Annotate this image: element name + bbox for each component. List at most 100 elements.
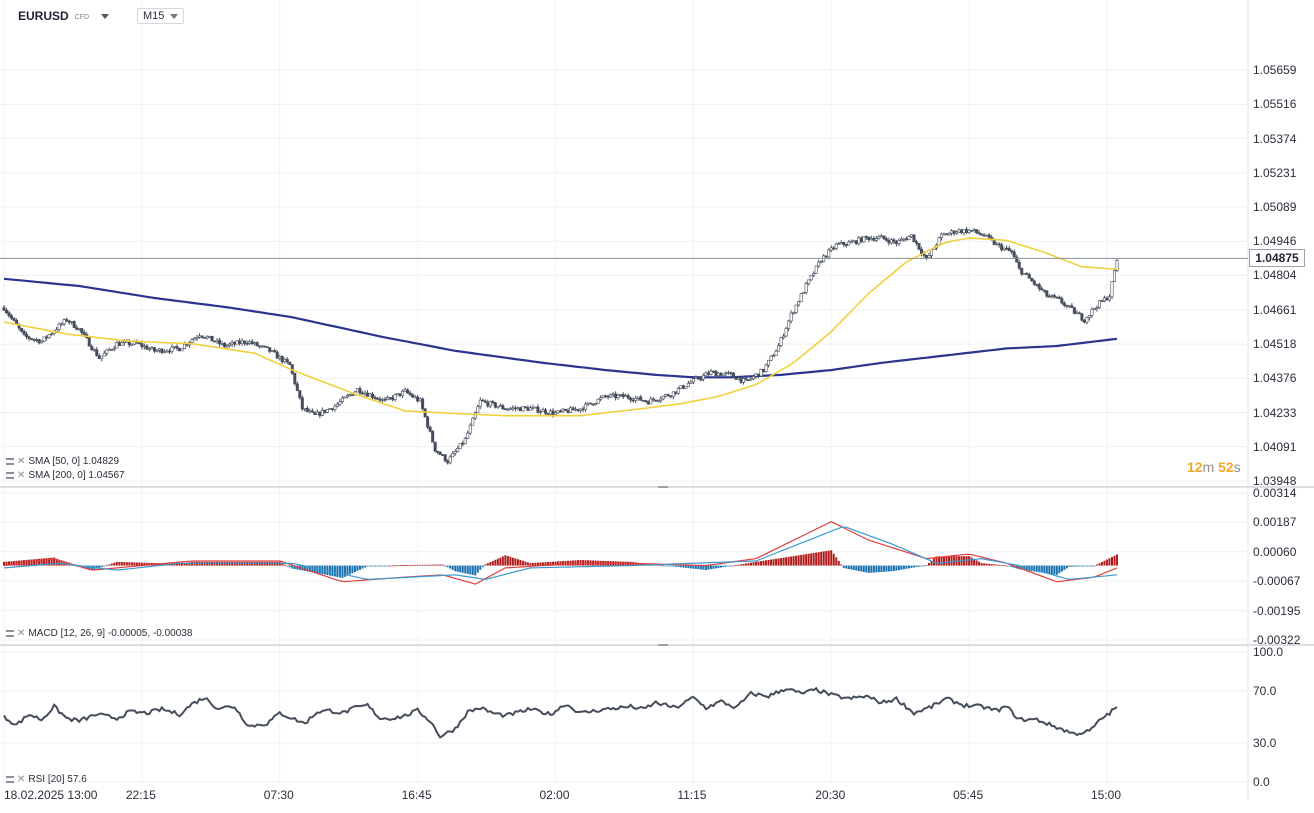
candle: [150, 346, 154, 350]
macd-hist-bar: [296, 565, 299, 570]
macd-hist-bar: [917, 565, 920, 567]
candle: [689, 380, 693, 384]
candle: [223, 342, 227, 349]
macd-hist-bar: [975, 560, 978, 566]
macd-hist-bar: [108, 564, 111, 566]
close-icon[interactable]: ✕: [17, 469, 26, 481]
macd-hist-bar: [499, 557, 502, 566]
timeframe-selector[interactable]: M15: [137, 8, 185, 24]
macd-hist-bar: [371, 565, 374, 567]
candle: [285, 357, 289, 365]
candle: [591, 403, 595, 407]
candle: [340, 395, 344, 404]
candle: [496, 406, 500, 409]
macd-hist-bar: [840, 564, 843, 566]
time-axis-label: 11:15: [677, 788, 707, 802]
candle: [521, 406, 525, 412]
pane-resize-handle[interactable]: [658, 644, 668, 646]
macd-hist-bar: [451, 565, 454, 570]
macd-hist-bar: [1048, 565, 1051, 574]
macd-hist-bar: [825, 551, 828, 566]
candle: [130, 343, 134, 347]
macd-hist-bar: [927, 562, 930, 566]
macd-hist-bar: [832, 553, 835, 566]
candle: [741, 375, 745, 385]
candle: [110, 348, 114, 352]
time-axis-label: 15:00: [1090, 788, 1121, 802]
macd-hist-bar: [466, 565, 469, 574]
macd-hist-bar: [875, 565, 878, 573]
macd-hist-bar: [145, 562, 148, 566]
candle: [516, 406, 520, 411]
close-icon[interactable]: ✕: [17, 627, 26, 639]
candle: [258, 345, 262, 349]
candle: [606, 394, 610, 400]
macd-hist-bar: [574, 560, 577, 566]
signal-line: [3, 526, 1118, 581]
macd-hist-bar: [1050, 565, 1053, 575]
macd-hist-bar: [1033, 565, 1036, 572]
macd-hist-bar: [178, 563, 181, 566]
macd-hist-bar: [1070, 565, 1073, 567]
candle: [300, 395, 304, 411]
candle: [975, 229, 979, 235]
macd-hist-bar: [33, 559, 36, 566]
candle: [1047, 294, 1051, 298]
pane-resize-handle[interactable]: [658, 486, 668, 488]
macd-hist-bar: [717, 565, 720, 568]
macd-axis-label: 0.00314: [1253, 486, 1297, 500]
candle: [726, 370, 730, 375]
macd-hist-bar: [283, 564, 286, 566]
candle: [782, 333, 786, 340]
price-axis-label: 1.05374: [1253, 131, 1297, 146]
candle: [491, 399, 495, 405]
macd-hist-bar: [880, 565, 883, 573]
symbol-name: EURUSD: [18, 9, 69, 23]
candle: [1007, 246, 1011, 252]
candle: [929, 249, 933, 259]
candle: [784, 326, 788, 338]
macd-hist-bar: [336, 565, 339, 577]
chevron-down-icon[interactable]: [101, 13, 110, 19]
candle: [456, 445, 460, 453]
close-icon[interactable]: ✕: [17, 455, 26, 467]
candle: [624, 393, 628, 398]
macd-hist-bar: [672, 565, 675, 567]
candle: [421, 397, 425, 411]
candle: [245, 340, 249, 346]
candle: [664, 393, 668, 398]
macd-hist-bar: [331, 565, 334, 577]
candle: [724, 371, 728, 377]
candle: [383, 396, 387, 402]
menu-icon[interactable]: [6, 458, 14, 465]
macd-hist-bar: [978, 561, 981, 566]
time-axis-label: 05:45: [953, 788, 984, 802]
candle: [1100, 299, 1104, 302]
candle: [1067, 305, 1071, 309]
candle: [691, 376, 695, 385]
macd-hist-bar: [702, 565, 705, 570]
macd-hist-bar: [682, 565, 685, 568]
macd-hist-bar: [757, 561, 760, 566]
macd-hist-bar: [707, 565, 710, 570]
menu-icon[interactable]: [6, 776, 14, 783]
candle: [541, 407, 545, 412]
macd-hist-bar: [133, 562, 136, 566]
price-axis-label: 1.04376: [1253, 371, 1297, 386]
macd-hist-bar: [732, 565, 735, 567]
macd-hist-bar: [123, 562, 126, 566]
candle: [1060, 296, 1064, 305]
macd-hist-bar: [709, 565, 712, 570]
menu-icon[interactable]: [6, 630, 14, 637]
candle: [747, 379, 751, 382]
menu-icon[interactable]: [6, 472, 14, 479]
macd-hist-bar: [867, 565, 870, 573]
candle: [927, 252, 931, 259]
macd-hist-bar: [409, 564, 412, 566]
symbol-selector[interactable]: EURUSD CFD: [18, 9, 110, 23]
candle: [832, 245, 836, 251]
candle: [503, 407, 507, 411]
close-icon[interactable]: ✕: [17, 773, 26, 785]
candle: [513, 405, 517, 412]
